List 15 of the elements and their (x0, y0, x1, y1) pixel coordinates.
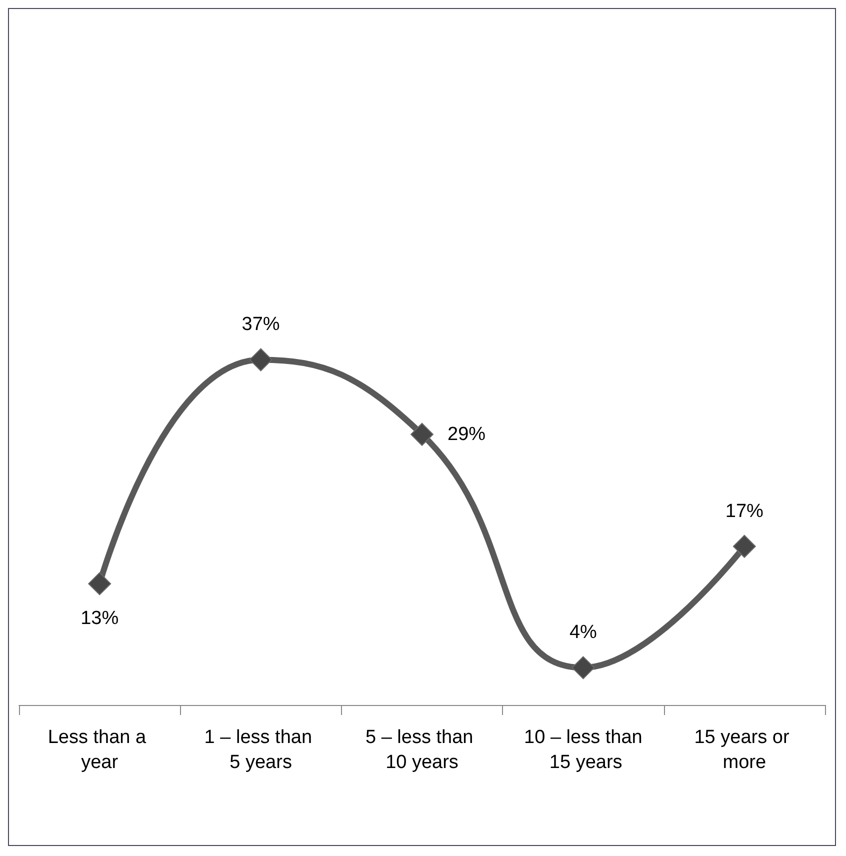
x-tick-label: 10 – less than 15 years (524, 727, 642, 773)
x-tick-label: 1 – less than 5 years (204, 727, 318, 773)
data-label: 4% (569, 622, 598, 644)
point (572, 656, 595, 680)
x-tick-label: Less than a year (48, 727, 152, 773)
point (88, 572, 112, 596)
x-tick-label: 5 – less than 10 years (365, 727, 479, 773)
data-label: 17% (725, 500, 764, 522)
data-label: 13% (80, 608, 119, 630)
point (249, 348, 272, 372)
point (410, 422, 434, 446)
x-tick-label: 15 years or more (694, 727, 795, 773)
data-label: 29% (448, 424, 486, 445)
data-label: 37% (242, 314, 280, 336)
point (732, 534, 756, 558)
